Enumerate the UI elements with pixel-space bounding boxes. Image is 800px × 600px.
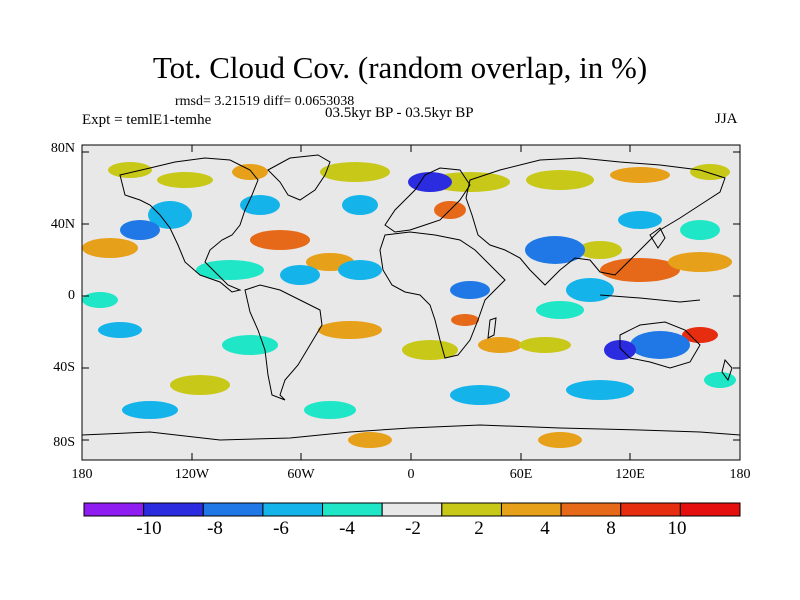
coastline-south-america	[244, 284, 323, 401]
anomaly-patch	[682, 327, 718, 343]
colorbar-label: -10	[136, 518, 162, 539]
anomaly-patch	[338, 260, 382, 280]
coastline-new-zealand	[721, 358, 733, 382]
anomaly-patch	[680, 220, 720, 240]
anomaly-patch	[170, 375, 230, 395]
colorbar-swatch	[441, 502, 502, 517]
anomaly-patch	[318, 321, 382, 339]
colorbar-label: 2	[474, 518, 484, 539]
anomaly-patch	[630, 331, 690, 359]
colorbar-label: 8	[606, 518, 616, 539]
coastline-europe	[384, 167, 471, 233]
anomaly-patch	[604, 340, 636, 360]
anomaly-patch	[578, 241, 622, 259]
experiment-label: Expt = temlE1-temhe	[82, 112, 212, 128]
lat-label-40n: 40N	[50, 217, 75, 232]
colorbar-swatch	[322, 502, 383, 517]
colorbar-swatch	[83, 502, 145, 517]
anomaly-patch	[450, 281, 490, 299]
coastline-asia	[465, 157, 726, 286]
stats-text: rmsd= 3.21519 diff= 0.0653038	[175, 94, 355, 109]
colorbar-swatch	[381, 502, 443, 517]
anomaly-patch	[98, 322, 142, 338]
colorbar-label: -2	[405, 518, 421, 539]
anomaly-patch	[519, 337, 571, 353]
anomaly-patch	[526, 170, 594, 190]
coastlines	[81, 154, 741, 441]
anomaly-patch	[120, 220, 160, 240]
anomaly-patch	[122, 401, 178, 419]
coastline-north-america	[119, 157, 259, 293]
lon-label-120e: 120E	[615, 467, 645, 482]
anomaly-patch	[320, 162, 390, 182]
longitude-ticks	[81, 145, 741, 460]
colorbar-swatch	[143, 502, 204, 517]
colorbar-swatch	[679, 502, 741, 517]
coastline-japan	[649, 227, 666, 249]
lon-label-180e: 180	[729, 467, 751, 482]
colorbar-label: 4	[540, 518, 550, 539]
lon-label-0: 0	[407, 467, 415, 482]
lon-label-60w: 60W	[287, 467, 315, 482]
anomaly-patch	[280, 265, 320, 285]
period-label: 03.5kyr BP - 03.5kyr BP	[325, 105, 474, 121]
anomaly-patch	[157, 172, 213, 188]
anomaly-patch	[342, 195, 378, 215]
anomaly-patch	[222, 335, 278, 355]
lat-label-80n: 80N	[50, 141, 75, 156]
anomaly-patch	[566, 278, 614, 302]
anomaly-patch	[196, 260, 264, 280]
colorbar-swatch	[620, 502, 681, 517]
anomaly-patch	[618, 211, 662, 229]
colorbar-swatch	[560, 502, 622, 517]
anomaly-patch	[538, 432, 582, 448]
lat-label-80s: 80S	[53, 435, 75, 450]
coastline-madagascar	[487, 317, 497, 339]
colorbar	[83, 502, 741, 517]
map-background	[82, 145, 740, 460]
anomaly-patch	[566, 380, 634, 400]
colorbar-swatch	[500, 502, 562, 517]
anomaly-patch	[240, 195, 280, 215]
colorbar-label: -6	[273, 518, 289, 539]
anomaly-patch	[668, 252, 732, 272]
colorbar-swatch	[262, 502, 324, 517]
coastline-australia	[619, 321, 701, 369]
anomaly-patch	[478, 337, 522, 353]
coastline-africa	[379, 231, 506, 359]
anomaly-patch	[108, 162, 152, 178]
lon-label-180w: 180	[71, 467, 93, 482]
anomaly-patch	[451, 314, 479, 326]
anomaly-patch	[408, 172, 452, 192]
anomaly-patch	[525, 236, 585, 264]
anomaly-patch	[450, 385, 510, 405]
anomaly-patch	[82, 292, 118, 308]
anomaly-patch	[304, 401, 356, 419]
colorbar-swatch	[202, 502, 264, 517]
anomaly-patch	[82, 238, 138, 258]
anomaly-patch	[600, 258, 680, 282]
map-title: Tot. Cloud Cov. (random overlap, in %)	[152, 50, 648, 85]
anomaly-patch	[232, 164, 268, 180]
anomaly-patch	[536, 301, 584, 319]
colorbar-label: 10	[667, 518, 687, 539]
anomaly-patch	[148, 201, 192, 229]
colorbar-label: -8	[207, 518, 223, 539]
lat-label-40s: 40S	[53, 360, 75, 375]
anomaly-patch	[610, 167, 670, 183]
lat-label-0: 0	[68, 288, 75, 303]
anomaly-patch	[704, 372, 736, 388]
season-label: JJA	[715, 111, 738, 127]
lon-label-60e: 60E	[509, 467, 533, 482]
coastline-greenland	[267, 154, 331, 201]
latitude-ticks	[82, 151, 740, 441]
colorbar-label: -4	[339, 518, 355, 539]
coastline-indonesia	[599, 294, 701, 303]
lon-label-120w: 120W	[174, 467, 210, 482]
coastline-antarctica	[81, 424, 741, 441]
anomaly-patch	[250, 230, 310, 250]
anomaly-patch	[348, 432, 392, 448]
